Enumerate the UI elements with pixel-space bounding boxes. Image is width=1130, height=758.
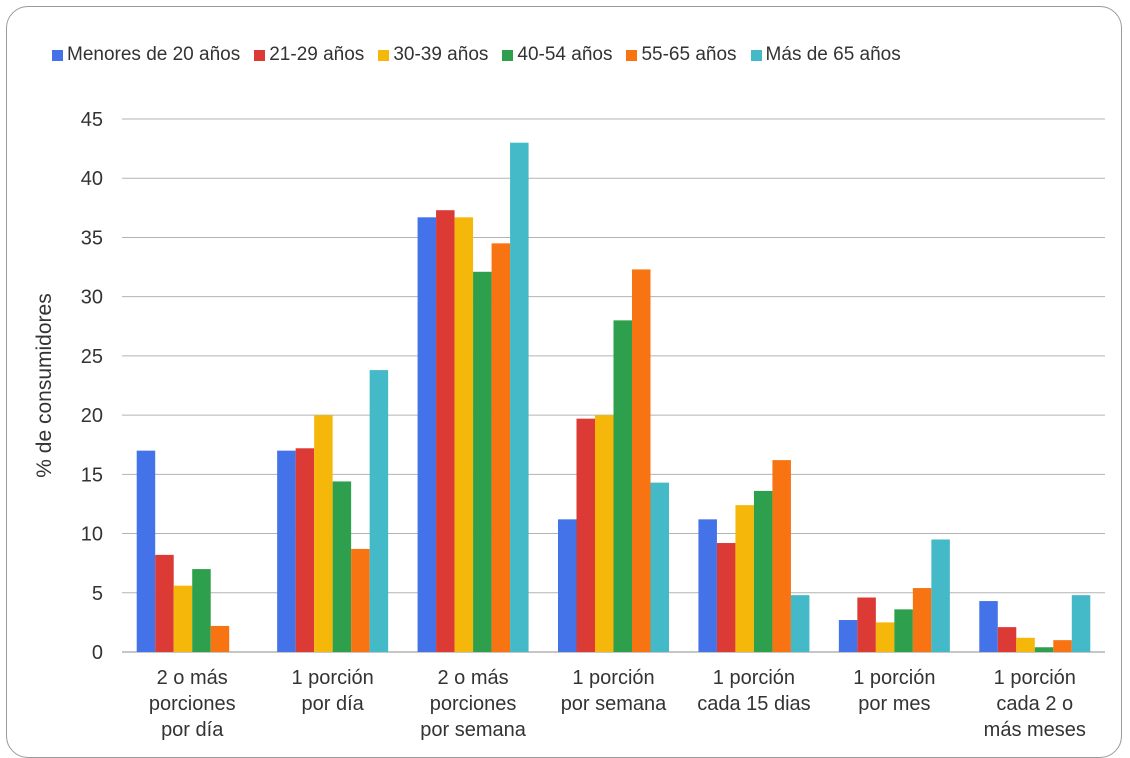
bar-55-65-anos-4 [772,460,791,652]
bar-menores-de-20-anos-5 [838,620,858,652]
bar-menores-de-20-anos-6 [979,601,998,652]
bar-mas-de-65-anos-3 [650,482,669,652]
bar-30-39-anos-5 [875,622,895,652]
x-tick-label: 1 porción [853,667,935,689]
bar-menores-de-20-anos-3 [558,519,577,652]
bar-mas-de-65-anos-5 [931,539,950,652]
legend-item-40-54-anos: 40-54 años [502,44,612,66]
legend-swatch [378,49,390,61]
legend-item-55-65-anos: 55-65 años [626,44,737,66]
bar-menores-de-20-anos-2 [417,217,437,652]
y-tick-label: 40 [81,168,103,190]
y-tick-label: 0 [92,642,103,664]
legend-label: 30-39 años [393,44,489,65]
y-tick-label: 20 [81,405,103,427]
bar-21-29-anos-3 [576,418,595,652]
bar-menores-de-20-anos-0 [136,450,156,652]
bar-40-54-anos-3 [613,320,632,652]
bar-21-29-anos-0 [155,554,174,652]
x-tick-label: 1 porción [291,667,373,689]
bar-30-39-anos-1 [314,415,333,652]
y-tick-label: 45 [81,109,103,131]
legend: Menores de 20 años 21-29 años 30-39 años 40… [52,40,901,70]
bar-30-39-anos-6 [1016,637,1035,652]
bar-40-54-anos-2 [473,271,492,652]
x-tick-label: por semana [420,719,526,741]
legend-label: 40-54 años [517,44,613,65]
y-tick-label: 30 [81,287,103,309]
y-tick-label: 10 [81,524,103,546]
bar-30-39-anos-0 [173,585,193,652]
bar-55-65-anos-1 [351,548,370,652]
x-tick-label: por semana [561,693,667,715]
bar-30-39-anos-4 [735,505,754,652]
bar-40-54-anos-0 [192,569,211,652]
bar-40-54-anos-5 [894,609,913,652]
bar-30-39-anos-3 [595,415,614,652]
legend-label: Menores de 20 años [67,44,241,65]
bar-55-65-anos-0 [210,625,230,652]
bar-21-29-anos-2 [436,210,455,652]
legend-item-21-29-anos: 21-29 años [254,44,364,66]
bar-55-65-anos-3 [632,269,651,652]
x-tick-label: cada 15 dias [697,693,810,715]
bar-55-65-anos-2 [491,243,511,652]
bar-40-54-anos-1 [332,481,352,652]
y-tick-label: 25 [81,346,103,368]
bar-21-29-anos-6 [997,627,1017,652]
x-tick-label: porciones [430,693,517,715]
bar-menores-de-20-anos-4 [698,519,717,652]
y-axis-title: % de consumidores [33,293,56,477]
x-tick-label: 2 o más [157,667,228,689]
legend-swatch [254,49,266,61]
bar-40-54-anos-6 [1034,647,1054,652]
bar-mas-de-65-anos-1 [369,370,389,652]
bar-40-54-anos-4 [753,490,773,652]
bar-30-39-anos-2 [454,217,474,652]
x-tick-label: 1 porción [713,667,795,689]
legend-swatch [626,49,638,61]
x-tick-label: porciones [149,693,236,715]
x-tick-label: 1 porción [994,667,1076,689]
x-tick-label: 1 porción [572,667,654,689]
bar-mas-de-65-anos-6 [1071,595,1091,652]
bar-21-29-anos-4 [716,543,736,652]
bar-21-29-anos-5 [857,597,876,652]
x-tick-label: por día [161,719,224,741]
y-tick-label: 5 [92,583,103,605]
x-tick-label: por día [302,693,365,715]
x-tick-label: por mes [858,693,930,715]
y-tick-label: 15 [81,464,103,486]
bar-21-29-anos-1 [295,448,315,652]
bar-mas-de-65-anos-2 [510,142,529,652]
bar-menores-de-20-anos-1 [277,450,296,652]
bar-55-65-anos-5 [912,588,932,652]
legend-label: Más de 65 años [765,44,901,65]
legend-item-30-39-anos: 30-39 años [378,44,488,66]
legend-item-menores-de-20-anos: Menores de 20 años [52,44,240,66]
legend-label: 55-65 años [641,44,737,65]
x-tick-label: más meses [984,719,1086,741]
legend-label: 21-29 años [269,44,365,65]
bar-55-65-anos-6 [1053,640,1072,652]
bar-mas-de-65-anos-4 [790,595,810,652]
legend-swatch [502,49,514,61]
y-tick-label: 35 [81,227,103,249]
legend-item-mas-de-65-anos: Más de 65 años [750,44,901,66]
x-tick-label: 2 o más [437,667,508,689]
legend-swatch [750,49,762,61]
x-tick-label: cada 2 o [996,693,1073,715]
legend-swatch [52,49,63,61]
